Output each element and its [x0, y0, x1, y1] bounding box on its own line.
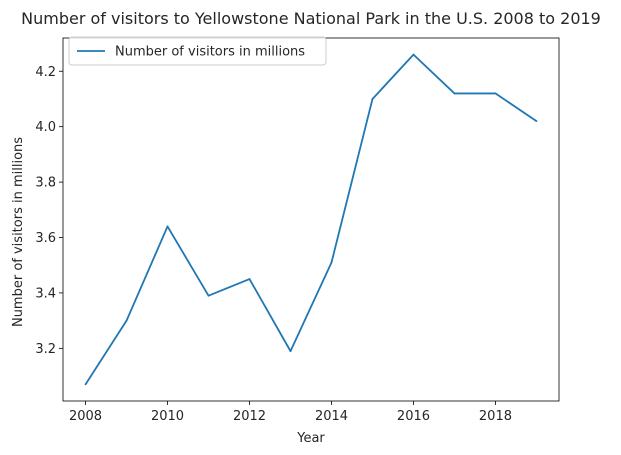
x-tick-label: 2008	[69, 409, 102, 424]
x-tick-label: 2018	[479, 409, 512, 424]
y-axis-label: Number of visitors in millions	[11, 137, 26, 327]
x-tick-label: 2010	[151, 409, 184, 424]
y-tick-label: 4.2	[35, 65, 56, 80]
series-group	[84, 53, 538, 386]
y-tick-label: 3.2	[35, 342, 56, 357]
data-point	[453, 92, 456, 95]
y-tick-label: 3.8	[35, 176, 56, 191]
data-point	[248, 278, 251, 280]
series-line	[84, 53, 537, 385]
data-point	[494, 92, 497, 95]
data-point	[166, 225, 169, 228]
legend-entry-label: Number of visitors in millions	[115, 45, 305, 60]
x-tick-label: 2016	[397, 409, 430, 424]
data-point	[535, 120, 538, 123]
legend: Number of visitors in millions	[68, 36, 327, 66]
y-axis-ticks: 3.2 3.4 3.6 3.8 4.0 4.2	[35, 65, 63, 357]
data-point	[289, 350, 292, 353]
data-point	[330, 261, 333, 264]
y-tick-label: 4.0	[35, 120, 56, 135]
x-axis-ticks: 2008 2010 2012 2014 2016 2018	[69, 401, 512, 424]
chart-title: Number of visitors to Yellowstone Nation…	[21, 9, 601, 28]
x-tick-label: 2014	[315, 409, 348, 424]
x-tick-label: 2012	[233, 409, 266, 424]
data-point	[84, 383, 87, 386]
data-point	[125, 319, 128, 322]
legend-box	[68, 36, 327, 66]
data-point	[371, 98, 374, 100]
data-point	[207, 294, 210, 297]
y-tick-label: 3.6	[35, 231, 56, 246]
data-point	[412, 53, 415, 56]
x-axis-label: Year	[296, 431, 325, 446]
plot-frame	[62, 37, 560, 402]
y-tick-label: 3.4	[35, 286, 56, 301]
